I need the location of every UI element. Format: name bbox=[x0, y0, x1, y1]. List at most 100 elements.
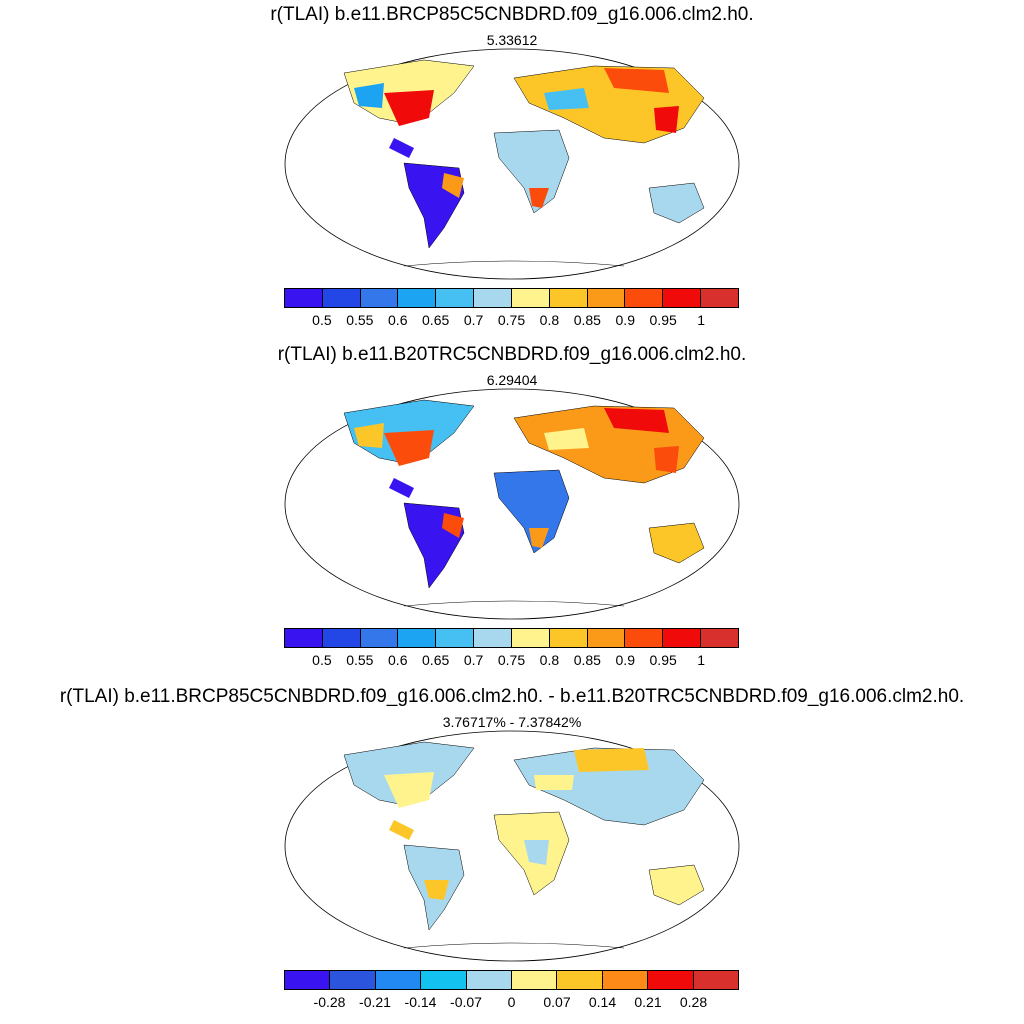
australia-region bbox=[648, 182, 705, 224]
colorbar-bin bbox=[549, 289, 588, 307]
colorbar-bin bbox=[436, 629, 475, 647]
colorbar-bin bbox=[474, 629, 512, 647]
colorbar-tick: 0.95 bbox=[649, 652, 677, 668]
colorbar-tick: 0.75 bbox=[497, 312, 526, 328]
antarctica-coast bbox=[403, 260, 625, 267]
panel-3-map-svg bbox=[284, 730, 740, 962]
central-america-region bbox=[389, 478, 414, 498]
south-africa-region bbox=[529, 528, 549, 548]
central-asia-region bbox=[544, 428, 589, 450]
colorbar-bin bbox=[511, 289, 550, 307]
colorbar-bin bbox=[421, 971, 467, 989]
panel-1-colorbar bbox=[284, 288, 739, 308]
colorbar-bin bbox=[322, 289, 361, 307]
colorbar-bin bbox=[322, 629, 361, 647]
australia-region bbox=[648, 864, 705, 906]
colorbar-bin bbox=[360, 629, 399, 647]
central-america-region bbox=[389, 138, 414, 158]
east-us-region bbox=[384, 430, 434, 466]
colorbar-bin bbox=[466, 971, 513, 989]
colorbar-tick: 0 bbox=[507, 994, 516, 1010]
east-us-region bbox=[384, 90, 434, 126]
colorbar-tick: 0.5 bbox=[312, 652, 332, 668]
panel-2-title: r(TLAI) b.e11.B20TRC5CNBDRD.f09_g16.006.… bbox=[277, 344, 747, 365]
panel-1-map-svg bbox=[284, 48, 740, 280]
colorbar-bin bbox=[693, 971, 739, 989]
colorbar-bin bbox=[375, 971, 422, 989]
colorbar-bin bbox=[285, 289, 323, 307]
colorbar-tick: 0.07 bbox=[543, 994, 571, 1010]
colorbar-tick: 1 bbox=[697, 652, 705, 668]
colorbar-tick: 0.55 bbox=[346, 312, 374, 328]
central-asia-region bbox=[544, 88, 589, 110]
panel-3-title: r(TLAI) b.e11.BRCP85C5CNBDRD.f09_g16.006… bbox=[59, 686, 965, 707]
panel-1-colorbar-ticks: 0.5 0.55 0.6 0.65 0.7 0.75 0.8 0.85 0.9 … bbox=[284, 312, 739, 330]
land-fields bbox=[343, 59, 705, 267]
colorbar-bin bbox=[436, 289, 475, 307]
colorbar-tick: 0.21 bbox=[634, 994, 662, 1010]
colorbar-tick: 0.95 bbox=[649, 312, 677, 328]
colorbar-tick: 0.55 bbox=[346, 652, 374, 668]
colorbar-tick: 1 bbox=[697, 312, 705, 328]
europe-region bbox=[534, 775, 574, 790]
west-us-region bbox=[354, 423, 384, 448]
east-asia-region bbox=[654, 106, 679, 133]
panel-2-subtitle: 6.29404 bbox=[486, 372, 538, 388]
colorbar-tick: 0.5 bbox=[312, 312, 332, 328]
colorbar-tick: 0.75 bbox=[497, 652, 526, 668]
west-us-region bbox=[354, 83, 384, 108]
australia-region bbox=[648, 522, 705, 564]
panel-1-title: r(TLAI) b.e11.BRCP85C5CNBDRD.f09_g16.006… bbox=[270, 4, 754, 25]
siberia-region bbox=[574, 748, 649, 772]
antarctica-coast bbox=[403, 942, 625, 949]
siberia-region bbox=[604, 68, 669, 93]
colorbar-bin bbox=[549, 629, 588, 647]
colorbar-tick: -0.21 bbox=[359, 994, 391, 1010]
colorbar-tick: 0.8 bbox=[539, 652, 560, 668]
colorbar-bin bbox=[625, 629, 664, 647]
colorbar-bin bbox=[330, 971, 376, 989]
colorbar-tick: 0.9 bbox=[615, 652, 635, 668]
panel-3-map bbox=[284, 730, 740, 962]
central-africa-region bbox=[524, 840, 549, 865]
colorbar-tick: 0.6 bbox=[388, 652, 408, 668]
colorbar-bin bbox=[587, 289, 626, 307]
africa-region bbox=[493, 129, 570, 214]
land-fields bbox=[343, 741, 705, 949]
panel-1-subtitle: 5.33612 bbox=[486, 32, 538, 48]
colorbar-bin bbox=[701, 289, 738, 307]
colorbar-tick: 0.8 bbox=[539, 312, 560, 328]
colorbar-bin bbox=[663, 629, 702, 647]
panel-3-colorbar-ticks: -0.28 -0.21 -0.14 -0.07 0 0.07 0.14 0.21… bbox=[284, 994, 739, 1012]
colorbar-bin bbox=[663, 289, 702, 307]
central-america-region bbox=[389, 820, 414, 840]
colorbar-tick: 0.65 bbox=[422, 652, 450, 668]
colorbar-bin bbox=[701, 629, 738, 647]
map-panel-1: r(TLAI) b.e11.BRCP85C5CNBDRD.f09_g16.006… bbox=[0, 0, 1024, 340]
map-panel-2: r(TLAI) b.e11.B20TRC5CNBDRD.f09_g16.006.… bbox=[0, 340, 1024, 680]
colorbar-tick: 0.6 bbox=[388, 312, 408, 328]
panel-2-colorbar-ticks: 0.5 0.55 0.6 0.65 0.7 0.75 0.8 0.85 0.9 … bbox=[284, 652, 739, 670]
africa-region bbox=[493, 469, 570, 554]
colorbar-tick: 0.7 bbox=[463, 652, 484, 668]
panel-3-subtitle: 3.76717% - 7.37842% bbox=[442, 714, 582, 730]
colorbar-bin bbox=[398, 629, 437, 647]
colorbar-tick: 0.14 bbox=[588, 994, 617, 1010]
colorbar-tick: 0.65 bbox=[422, 312, 450, 328]
antarctica-coast bbox=[403, 600, 625, 607]
colorbar-tick: -0.07 bbox=[450, 994, 482, 1010]
land-fields bbox=[343, 399, 705, 607]
south-america-subregion bbox=[424, 880, 449, 900]
colorbar-bin bbox=[360, 289, 399, 307]
map-panel-3: r(TLAI) b.e11.BRCP85C5CNBDRD.f09_g16.006… bbox=[0, 680, 1024, 1024]
colorbar-tick: 0.7 bbox=[463, 312, 484, 328]
colorbar-bin bbox=[285, 629, 323, 647]
panel-3-colorbar bbox=[284, 970, 739, 990]
panel-1-map bbox=[284, 48, 740, 280]
brazil-east-region bbox=[442, 513, 464, 538]
east-us-region bbox=[384, 772, 434, 808]
panel-2-map-svg bbox=[284, 388, 740, 620]
colorbar-bin bbox=[602, 971, 649, 989]
colorbar-tick: 0.9 bbox=[615, 312, 635, 328]
panel-2-map bbox=[284, 388, 740, 620]
